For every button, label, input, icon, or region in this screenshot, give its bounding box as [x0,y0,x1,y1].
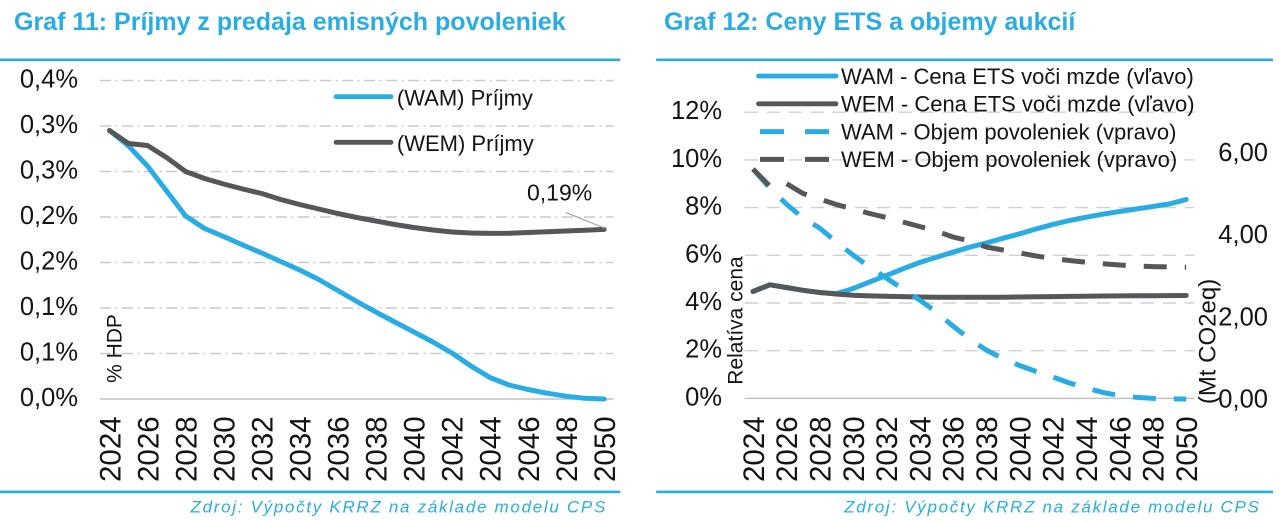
svg-text:4%: 4% [685,288,722,316]
svg-text:12%: 12% [671,97,722,125]
svg-text:2024: 2024 [738,416,771,482]
svg-text:0,00: 0,00 [1218,385,1268,413]
svg-text:0,3%: 0,3% [20,157,78,185]
svg-text:(Mt CO2eq): (Mt CO2eq) [1195,279,1222,404]
svg-text:0%: 0% [685,383,722,411]
svg-text:2038: 2038 [971,416,1004,482]
svg-text:WEM - Cena ETS voči mzde (vľav: WEM - Cena ETS voči mzde (vľavo) [841,92,1195,117]
svg-text:8%: 8% [685,193,722,221]
svg-text:2032: 2032 [247,416,280,482]
svg-text:2026: 2026 [771,416,804,482]
svg-text:2032: 2032 [871,416,904,482]
svg-text:0,2%: 0,2% [20,202,78,230]
svg-text:0,1%: 0,1% [20,293,78,321]
svg-text:Zdroj: Výpočty KRRZ na základe: Zdroj: Výpočty KRRZ na základe modelu CP… [843,498,1260,517]
svg-text:2048: 2048 [551,416,584,482]
svg-text:2,00: 2,00 [1218,303,1268,331]
svg-text:2024: 2024 [94,416,127,482]
svg-text:2040: 2040 [399,416,432,482]
svg-text:WAM - Cena ETS voči mzde (vľav: WAM - Cena ETS voči mzde (vľavo) [841,64,1194,89]
svg-text:2026: 2026 [132,416,165,482]
svg-text:2036: 2036 [938,416,971,482]
svg-text:0,0%: 0,0% [20,384,78,412]
svg-text:4,00: 4,00 [1218,221,1268,249]
svg-text:2044: 2044 [1071,416,1104,482]
svg-text:(WEM) Príjmy: (WEM) Príjmy [397,131,534,156]
svg-text:2044: 2044 [475,416,508,482]
svg-text:2050: 2050 [1171,416,1204,482]
svg-text:6,00: 6,00 [1218,139,1268,167]
svg-text:Graf 11: Príjmy z predaja emis: Graf 11: Príjmy z predaja emisných povol… [14,8,566,36]
svg-text:2%: 2% [685,336,722,364]
svg-text:2042: 2042 [437,416,470,482]
svg-text:2038: 2038 [361,416,394,482]
svg-text:0,19%: 0,19% [527,180,592,206]
svg-text:2048: 2048 [1138,416,1171,482]
svg-text:2028: 2028 [170,416,203,482]
svg-text:(WAM) Príjmy: (WAM) Príjmy [397,85,533,110]
svg-text:0,1%: 0,1% [20,339,78,367]
svg-text:0,3%: 0,3% [20,111,78,139]
svg-text:2046: 2046 [513,416,546,482]
svg-text:Zdroj: Výpočty KRRZ na základe: Zdroj: Výpočty KRRZ na základe modelu CP… [190,498,607,517]
svg-text:2050: 2050 [589,416,622,482]
svg-text:2036: 2036 [323,416,356,482]
svg-text:% HDP: % HDP [104,314,127,383]
svg-text:2042: 2042 [1038,416,1071,482]
svg-text:Relatíva cena: Relatíva cena [725,256,748,385]
svg-text:6%: 6% [685,240,722,268]
svg-text:2030: 2030 [208,416,241,482]
svg-text:0,4%: 0,4% [20,66,78,94]
svg-text:WAM - Objem povoleniek (vpravo: WAM - Objem povoleniek (vpravo) [841,119,1176,144]
svg-text:2034: 2034 [285,416,318,482]
svg-text:2046: 2046 [1104,416,1137,482]
svg-text:WEM - Objem povoleniek (vpravo: WEM - Objem povoleniek (vpravo) [841,147,1177,172]
svg-text:10%: 10% [671,145,722,173]
svg-text:0,2%: 0,2% [20,248,78,276]
svg-text:2040: 2040 [1004,416,1037,482]
svg-text:2030: 2030 [838,416,871,482]
svg-text:Graf 12: Ceny ETS a objemy auk: Graf 12: Ceny ETS a objemy aukcií [664,8,1076,36]
svg-text:2028: 2028 [804,416,837,482]
svg-text:2034: 2034 [904,416,937,482]
